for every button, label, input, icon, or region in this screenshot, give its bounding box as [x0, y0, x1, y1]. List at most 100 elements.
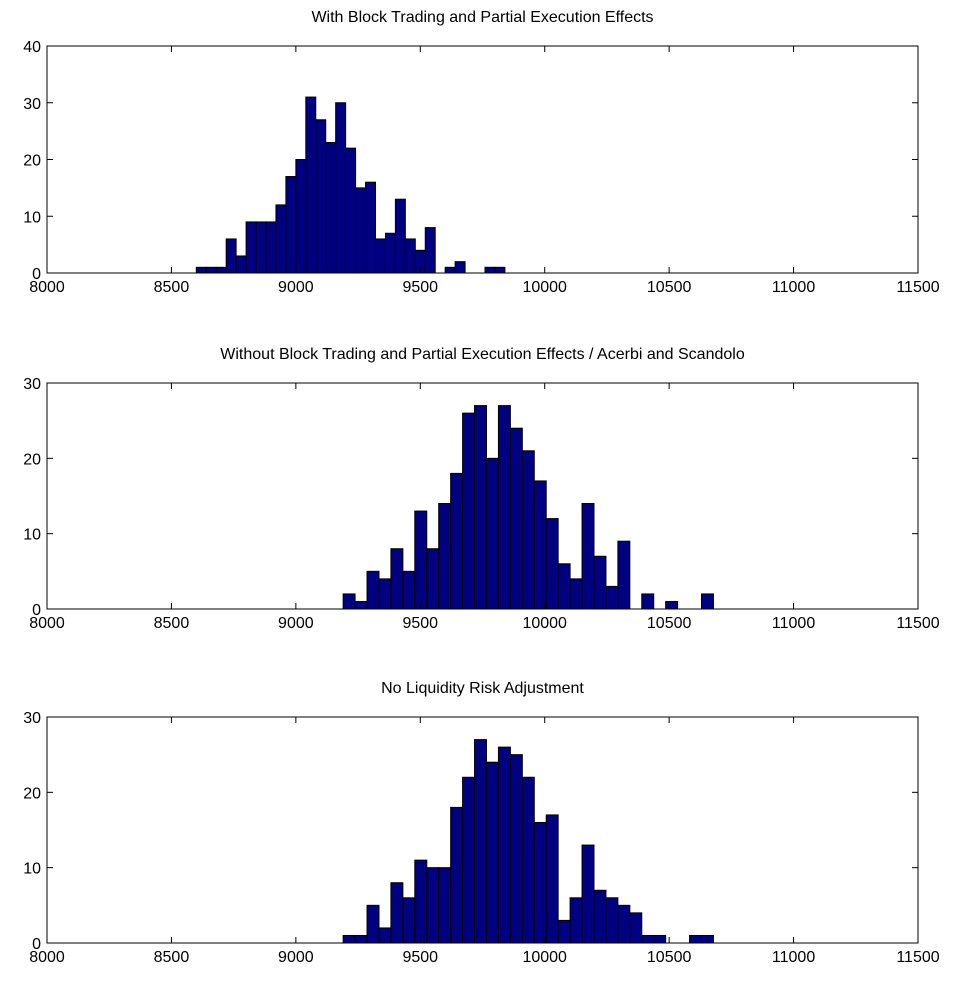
y-tick-label: 30 [23, 96, 41, 113]
histogram-bar [474, 405, 487, 610]
x-tick-label: 9000 [278, 615, 314, 632]
axes-box [46, 45, 919, 274]
histogram-bar [497, 746, 511, 944]
x-tick-label: 8500 [154, 279, 190, 296]
axes-box [46, 716, 919, 944]
y-tick-label: 10 [23, 527, 41, 544]
histogram-bar [345, 147, 357, 274]
x-tick-label: 10000 [522, 279, 567, 296]
x-tick-label: 9500 [402, 279, 438, 296]
x-tick-label: 9000 [278, 949, 314, 966]
histogram-bar [205, 266, 217, 274]
chart-title: No Liquidity Risk Adjustment [381, 680, 584, 697]
y-tick-label: 40 [23, 39, 41, 56]
x-tick-label: 11000 [772, 279, 815, 296]
chart-title: Without Block Trading and Partial Execut… [220, 346, 745, 363]
x-tick-label: 8000 [29, 615, 65, 632]
histogram-bar [255, 221, 267, 274]
histogram-bar [581, 503, 595, 610]
histogram-bar [497, 405, 511, 610]
histogram-bar [354, 934, 368, 944]
y-tick-label: 20 [23, 451, 41, 468]
y-tick-label: 0 [32, 266, 41, 283]
histogram-panel-2: 8000 8500 9000 9500 10000 10500 11000 11500 0 10 2… [23, 346, 940, 632]
x-tick-label: 9500 [402, 949, 438, 966]
histogram-bar [285, 176, 297, 274]
x-tick-label: 11500 [896, 949, 939, 966]
histogram-bar [545, 518, 559, 610]
histogram-bar [424, 227, 436, 274]
histogram-bar [335, 102, 347, 274]
histogram-bar [450, 472, 464, 610]
histogram-bar [665, 600, 679, 610]
histogram-bar [533, 821, 547, 944]
histogram-bar [569, 897, 583, 944]
histogram-bar [509, 754, 523, 944]
y-tick-label: 10 [23, 209, 41, 226]
histogram-bar [462, 776, 476, 944]
histogram-bar [215, 266, 227, 274]
x-tick-label: 11500 [896, 615, 939, 632]
histogram-panel-3: 8000 8500 9000 9500 10000 10500 11000 11500 0 10 2… [23, 680, 940, 966]
x-tick-label: 11000 [772, 615, 815, 632]
histogram-bar [235, 255, 247, 274]
histogram-bar [342, 934, 356, 944]
histogram-bar [629, 912, 643, 944]
histogram-bar [275, 204, 287, 274]
y-tick-label: 20 [23, 785, 41, 802]
histogram-bar [474, 739, 487, 944]
histogram-bar [342, 593, 356, 610]
histogram-bar [689, 934, 702, 944]
histogram-bar [414, 859, 428, 944]
histogram-bar [195, 266, 207, 274]
x-tick-label: 10000 [522, 949, 567, 966]
histogram-bar [462, 412, 476, 610]
histogram-bar [605, 585, 619, 610]
histogram-bar [426, 867, 440, 944]
histogram-bar [374, 238, 386, 274]
x-tick-label: 8000 [29, 949, 65, 966]
histogram-bar [509, 427, 523, 610]
histogram-bar [450, 806, 464, 944]
histogram-bar [384, 232, 396, 274]
histogram-bar [402, 570, 416, 610]
histogram-bar [315, 119, 327, 274]
x-tick-label: 10500 [647, 949, 692, 966]
x-tick-label: 10000 [522, 615, 567, 632]
histogram-bar [605, 897, 619, 944]
histogram-bar [454, 261, 466, 274]
histogram-bar [305, 96, 317, 274]
x-tick-label: 8500 [154, 949, 190, 966]
histogram-bar [521, 450, 535, 610]
chart-title: With Block Trading and Partial Execution… [311, 9, 653, 26]
histogram-bar [378, 578, 392, 610]
histogram-bar [366, 570, 380, 610]
histogram-bar [265, 221, 277, 274]
y-tick-label: 30 [23, 376, 41, 393]
y-tick-label: 0 [32, 602, 41, 619]
histogram-bar [521, 776, 535, 944]
y-tick-label: 10 [23, 861, 41, 878]
histogram-bar [438, 867, 452, 944]
histogram-bar [355, 187, 367, 274]
histogram-bar [581, 844, 595, 944]
histogram-bar [494, 266, 506, 274]
histogram-bar [593, 555, 607, 610]
histogram-bar [295, 159, 307, 274]
y-tick-label: 0 [32, 936, 41, 953]
histogram-bar [533, 480, 547, 610]
x-tick-label: 10500 [647, 279, 692, 296]
x-tick-label: 8500 [154, 615, 190, 632]
x-tick-label: 9000 [278, 279, 314, 296]
histogram-bar [366, 904, 380, 944]
x-tick-label: 9500 [402, 615, 438, 632]
histogram-bar [484, 266, 496, 274]
x-tick-label: 10500 [647, 615, 692, 632]
histogram-bar [485, 457, 499, 610]
x-tick-label: 8000 [29, 279, 65, 296]
axes-box [46, 382, 919, 610]
histogram-bar [641, 593, 655, 610]
histogram-bar [414, 510, 428, 610]
y-tick-label: 20 [23, 153, 41, 170]
